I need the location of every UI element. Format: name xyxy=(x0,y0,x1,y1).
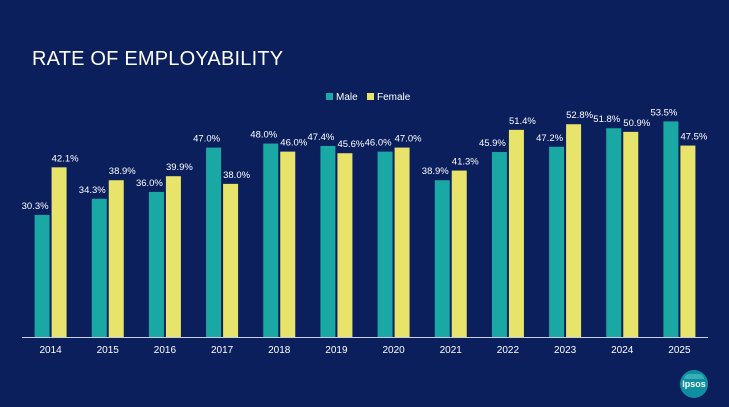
data-label-male-2023: 47.2% xyxy=(536,133,563,144)
bar-male-2019 xyxy=(320,145,336,337)
bar-female-2019 xyxy=(337,153,353,337)
data-label-female-2014: 42.1% xyxy=(52,153,79,164)
data-label-female-2016: 39.9% xyxy=(166,162,193,173)
bar-female-2021 xyxy=(451,170,467,337)
x-tick-label-2014: 2014 xyxy=(39,345,62,356)
x-tick-label-2020: 2020 xyxy=(382,345,405,356)
data-label-male-2018: 48.0% xyxy=(250,130,277,141)
data-label-female-2020: 47.0% xyxy=(395,134,422,145)
bar-female-2024 xyxy=(623,131,639,337)
x-tick-label-2016: 2016 xyxy=(154,345,177,356)
x-tick-label-2025: 2025 xyxy=(668,345,691,356)
bar-male-2015 xyxy=(91,198,107,337)
logo-swoosh xyxy=(684,374,704,379)
bar-male-2016 xyxy=(148,191,164,337)
data-label-male-2021: 38.9% xyxy=(422,166,449,177)
x-tick-label-2015: 2015 xyxy=(97,345,120,356)
bar-female-2020 xyxy=(394,147,410,337)
data-label-female-2015: 38.9% xyxy=(109,166,136,177)
x-tick-label-2018: 2018 xyxy=(268,345,291,356)
data-label-male-2020: 46.0% xyxy=(365,138,392,149)
data-label-male-2015: 34.3% xyxy=(79,185,106,196)
bar-female-2014 xyxy=(51,167,67,337)
logo-text: Ipsos xyxy=(682,379,706,389)
legend-swatch-male xyxy=(326,93,333,100)
bar-male-2020 xyxy=(377,151,393,337)
bar-male-2024 xyxy=(606,128,622,337)
data-label-female-2017: 38.0% xyxy=(223,170,250,181)
legend-label-female: Female xyxy=(377,92,411,103)
data-label-female-2022: 51.4% xyxy=(509,116,536,127)
bar-female-2025 xyxy=(680,145,696,337)
bar-female-2023 xyxy=(566,124,582,337)
data-label-male-2024: 51.8% xyxy=(593,114,620,125)
legend-label-male: Male xyxy=(336,92,358,103)
data-label-female-2024: 50.9% xyxy=(623,118,650,129)
chart-title: RATE OF EMPLOYABILITY xyxy=(32,48,284,70)
bar-male-2025 xyxy=(663,121,679,338)
x-tick-label-2024: 2024 xyxy=(611,345,634,356)
bar-female-2018 xyxy=(280,151,296,337)
bar-male-2022 xyxy=(491,152,507,337)
data-label-male-2022: 45.9% xyxy=(479,138,506,149)
bar-male-2021 xyxy=(434,180,450,337)
data-label-male-2014: 30.3% xyxy=(22,201,49,212)
x-tick-label-2017: 2017 xyxy=(211,345,234,356)
legend-swatch-female xyxy=(367,93,374,100)
data-label-female-2019: 45.6% xyxy=(337,139,364,150)
data-label-female-2021: 41.3% xyxy=(452,157,479,168)
bar-male-2017 xyxy=(206,147,222,337)
data-label-female-2025: 47.5% xyxy=(680,132,707,143)
bar-female-2022 xyxy=(508,129,524,337)
x-tick-label-2023: 2023 xyxy=(554,345,577,356)
data-label-male-2019: 47.4% xyxy=(307,132,334,143)
ipsos-logo: Ipsos xyxy=(680,370,708,398)
x-tick-label-2019: 2019 xyxy=(325,345,348,356)
bar-female-2017 xyxy=(223,183,239,337)
bar-male-2023 xyxy=(549,146,565,337)
data-label-male-2025: 53.5% xyxy=(650,107,677,118)
data-label-male-2016: 36.0% xyxy=(136,178,163,189)
x-tick-label-2021: 2021 xyxy=(440,345,463,356)
data-label-female-2023: 52.8% xyxy=(566,110,593,121)
bar-female-2015 xyxy=(108,180,124,337)
bar-male-2018 xyxy=(263,143,279,337)
data-label-male-2017: 47.0% xyxy=(193,134,220,145)
x-tick-label-2022: 2022 xyxy=(497,345,520,356)
bar-male-2014 xyxy=(34,214,50,337)
data-label-female-2018: 46.0% xyxy=(280,138,307,149)
bar-female-2016 xyxy=(165,176,181,337)
